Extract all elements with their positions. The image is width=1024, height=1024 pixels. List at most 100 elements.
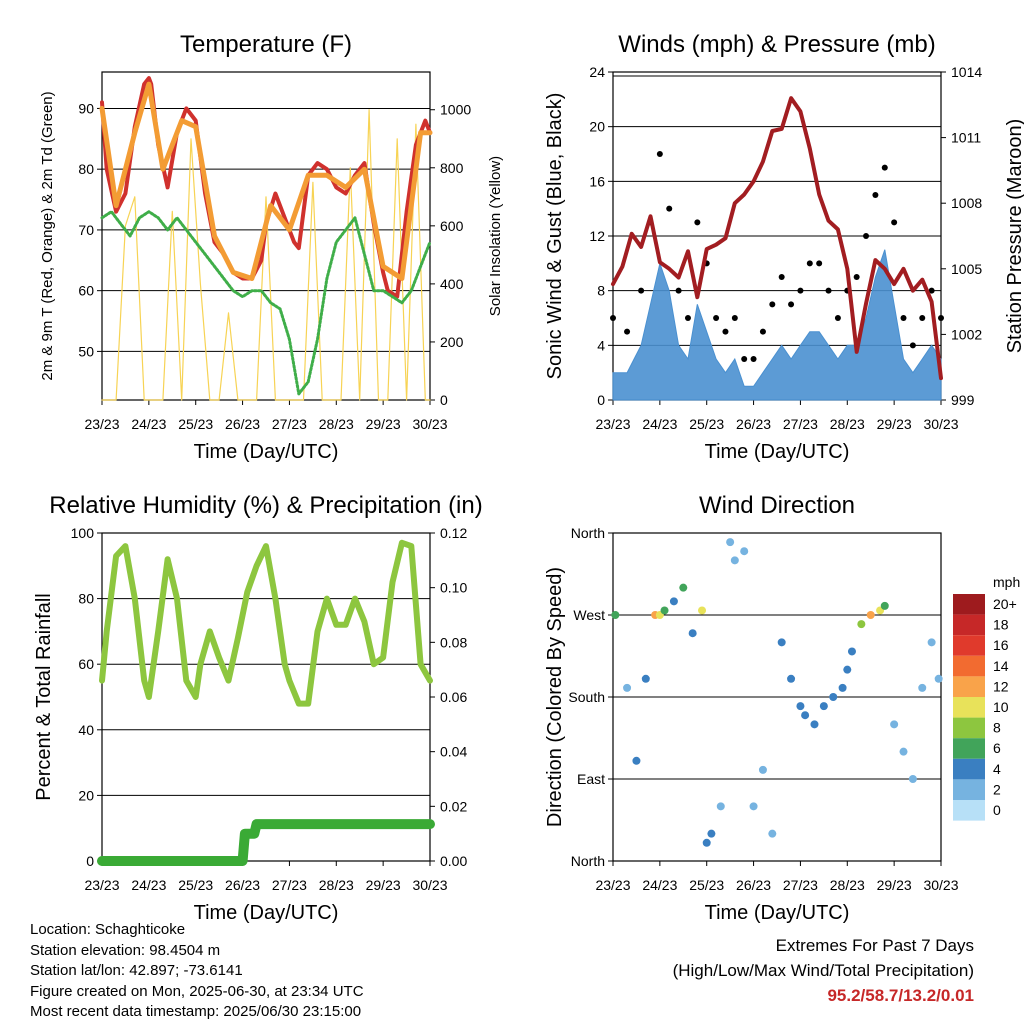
legend-swatch [953, 738, 985, 759]
x-tick-label: 26/23 [736, 877, 771, 893]
x-tick-label: 23/23 [595, 416, 630, 432]
plot-frame [101, 71, 431, 401]
legend-label: 4 [993, 761, 1001, 777]
y2-tick-label: 0 [440, 392, 448, 408]
y2-tick-label: 1008 [951, 195, 982, 211]
legend-swatch [953, 717, 985, 739]
direction-point [838, 683, 847, 692]
gust-point [806, 260, 813, 267]
y2-tick-label: 200 [440, 334, 464, 350]
direction-point [847, 647, 856, 656]
gust-point [825, 287, 832, 294]
direction-point [801, 711, 810, 720]
y-tick-label: 80 [78, 161, 94, 177]
pressure-series [611, 96, 943, 381]
x-tick-label: 28/23 [830, 416, 865, 432]
extremes-values: 95.2/58.7/13.2/0.01 [827, 986, 974, 1005]
y-tick-label: 4 [597, 337, 605, 353]
direction-point [660, 606, 669, 615]
y-tick-label: North [571, 853, 605, 869]
plot-frame [612, 532, 942, 862]
gust-point [731, 315, 738, 321]
gust-point [909, 342, 916, 349]
gust-point [684, 315, 691, 321]
extremes-box: Extremes For Past 7 Days (High/Low/Max W… [673, 933, 974, 1008]
gust-point [610, 315, 616, 321]
x-tick-label: 25/23 [689, 416, 724, 432]
gust-point [900, 315, 907, 321]
y-tick-label: 8 [597, 283, 605, 299]
legend-label: 10 [993, 699, 1009, 715]
direction-point [688, 629, 697, 638]
direction-point [927, 638, 936, 647]
gust-point [928, 287, 935, 294]
direction-point [768, 829, 777, 838]
precip-series [97, 819, 435, 866]
direction-point [890, 720, 899, 729]
created-text: Figure created on Mon, 2025-06-30, at 23… [30, 982, 364, 1000]
temp9m-series [99, 81, 433, 281]
direction-point [623, 683, 632, 692]
extremes-title: Extremes For Past 7 Days [775, 936, 974, 955]
gust-point [624, 328, 631, 335]
y-axis-label: 2m & 9m T (Red, Orange) & 2m Td (Green) [39, 91, 56, 380]
y2-tick-label: 999 [951, 392, 975, 408]
gust-point [666, 205, 673, 212]
direction-point [632, 756, 641, 765]
y-tick-label: North [571, 525, 605, 541]
y-tick-label: West [573, 607, 605, 623]
x-tick-label: 27/23 [272, 416, 307, 432]
x-tick-label: 27/23 [272, 877, 307, 893]
x-tick-label: 27/23 [783, 416, 818, 432]
y2-tick-label: 400 [440, 276, 464, 292]
legend-swatch [953, 655, 985, 677]
x-tick-label: 24/23 [642, 416, 677, 432]
x-tick-label: 30/23 [923, 416, 958, 432]
gust-point [872, 192, 879, 198]
y-tick-label: 50 [78, 343, 94, 359]
direction-point [716, 802, 725, 811]
direction-point [740, 547, 749, 556]
gust-point [797, 287, 804, 294]
gust-point [769, 301, 776, 308]
x-tick-label: 30/23 [412, 877, 447, 893]
legend-title: mph [993, 574, 1020, 590]
direction-point [934, 674, 943, 683]
x-axis-label: Time (Day/UTC) [705, 902, 850, 924]
y-tick-label: 90 [78, 100, 94, 116]
y-tick-label: 0 [86, 853, 94, 869]
y2-tick-label: 1005 [951, 261, 982, 277]
chart-title: Relative Humidity (%) & Precipitation (i… [49, 492, 482, 519]
chart-title: Wind Direction [699, 492, 855, 519]
wind-series [612, 249, 942, 401]
x-tick-label: 28/23 [830, 877, 865, 893]
y2-tick-label: 1000 [440, 102, 471, 118]
y-tick-label: 12 [589, 228, 605, 244]
x-tick-label: 30/23 [412, 416, 447, 432]
y-tick-label: 20 [589, 119, 605, 135]
gust-point [750, 356, 757, 362]
legend-label: 18 [993, 617, 1009, 633]
legend-label: 16 [993, 637, 1009, 653]
x-tick-label: 26/23 [225, 877, 260, 893]
gust-point [891, 219, 898, 226]
location-text: Location: Schaghticoke [30, 921, 186, 938]
x-tick-label: 25/23 [689, 877, 724, 893]
gust-point [778, 274, 785, 280]
direction-point [777, 638, 786, 647]
legend-swatch [953, 758, 985, 780]
elevation-text: Station elevation: 98.4504 m [30, 941, 221, 959]
y-tick-label: East [577, 771, 605, 787]
y2-tick-label: 0.02 [440, 798, 467, 814]
y-tick-label: 60 [78, 656, 94, 672]
direction-point [880, 601, 889, 610]
direction-point [611, 611, 620, 619]
y2-tick-label: 0.06 [440, 689, 467, 705]
gust-point [834, 315, 841, 321]
y-tick-label: 0 [597, 392, 605, 408]
chart-title: Winds (mph) & Pressure (mb) [618, 31, 935, 58]
direction-point [796, 702, 805, 711]
direction-point [679, 583, 688, 592]
direction-point [857, 620, 866, 629]
